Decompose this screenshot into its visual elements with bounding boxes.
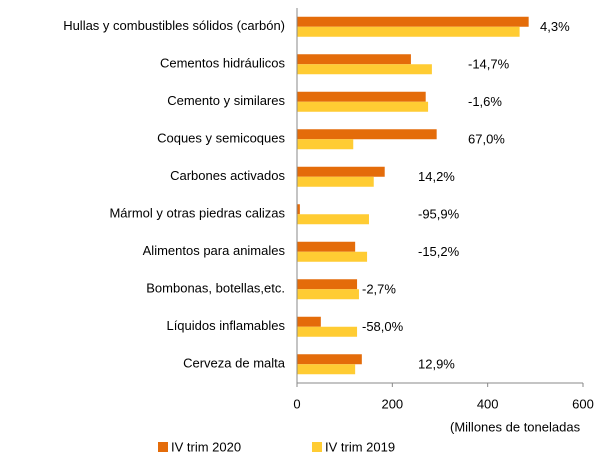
bar <box>297 289 359 300</box>
y-tick-label: Cementos hidráulicos <box>160 56 286 71</box>
y-tick-label: Hullas y combustibles sólidos (carbón) <box>63 18 285 33</box>
x-axis-label: (Millones de toneladas <box>450 419 581 434</box>
bar <box>297 64 432 75</box>
annotation: -95,9% <box>418 207 460 222</box>
legend-swatch <box>312 442 322 452</box>
bar <box>297 214 369 225</box>
x-tick-label: 600 <box>572 396 594 411</box>
bar <box>297 354 362 365</box>
bar <box>297 316 321 327</box>
y-tick-label: Líquidos inflamables <box>166 318 285 333</box>
annotation: -58,0% <box>362 319 404 334</box>
annotation: -14,7% <box>468 57 510 72</box>
annotation: -15,2% <box>418 244 460 259</box>
bar <box>297 166 385 177</box>
y-tick-label: Alimentos para animales <box>143 243 286 258</box>
annotation: 4,3% <box>540 19 570 34</box>
bar <box>297 326 358 337</box>
annotation: 12,9% <box>418 357 455 372</box>
y-tick-label: Carbones activados <box>170 168 285 183</box>
bar <box>297 139 354 150</box>
y-tick-label: Bombonas, botellas,etc. <box>146 281 285 296</box>
annotation: 14,2% <box>418 169 455 184</box>
annotation: 67,0% <box>468 132 505 147</box>
legend-label: IV trim 2020 <box>171 439 241 454</box>
y-tick-label: Mármol y otras piedras calizas <box>109 206 285 221</box>
bar <box>297 204 300 215</box>
bar <box>297 241 356 252</box>
y-tick-label: Coques y semicoques <box>157 131 285 146</box>
bar <box>297 176 374 187</box>
bar <box>297 279 358 290</box>
legend-label: IV trim 2019 <box>325 439 395 454</box>
bar <box>297 26 520 37</box>
bar <box>297 54 411 65</box>
bar <box>297 364 356 375</box>
annotation: -2,7% <box>362 282 396 297</box>
x-tick-label: 400 <box>477 396 499 411</box>
y-tick-label: Cemento y similares <box>167 93 285 108</box>
bar <box>297 91 426 102</box>
bar <box>297 251 368 262</box>
bar <box>297 129 437 140</box>
y-tick-label: Cerveza de malta <box>183 356 286 371</box>
legend-swatch <box>158 442 168 452</box>
bar <box>297 16 529 27</box>
bar <box>297 101 429 112</box>
x-tick-label: 200 <box>381 396 403 411</box>
annotation: -1,6% <box>468 94 502 109</box>
x-tick-label: 0 <box>293 396 300 411</box>
